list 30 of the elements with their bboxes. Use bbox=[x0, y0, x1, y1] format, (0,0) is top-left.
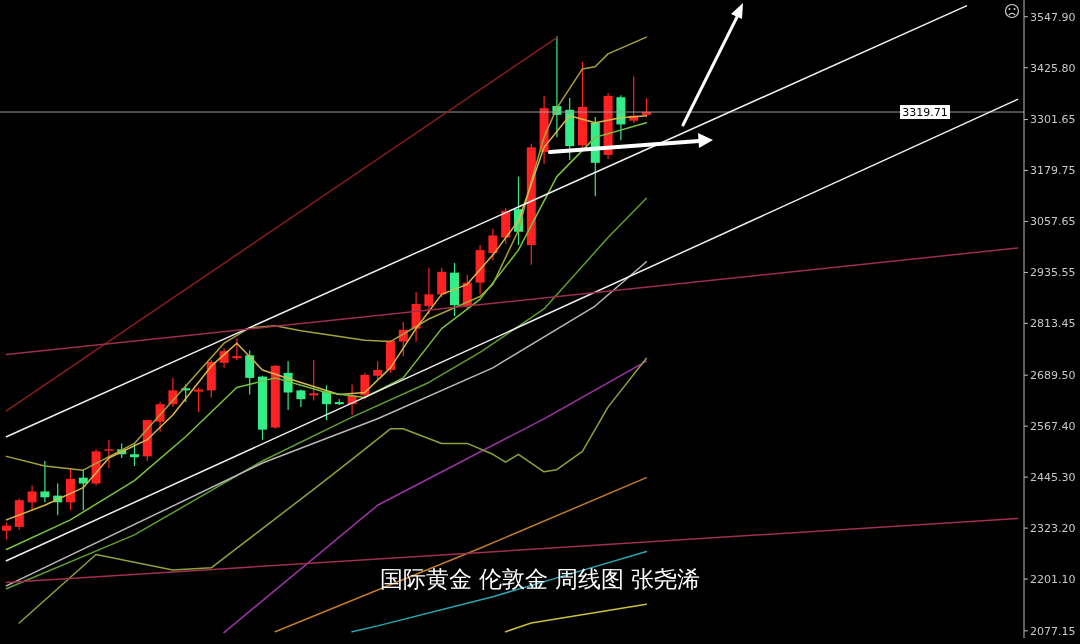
candlestick bbox=[194, 386, 203, 413]
y-tick-label: 3425.80 bbox=[1030, 61, 1076, 75]
y-tick-label: 2077.15 bbox=[1030, 624, 1076, 638]
candlestick bbox=[309, 359, 319, 402]
candlestick bbox=[40, 460, 50, 503]
y-tick-label: 3057.65 bbox=[1030, 215, 1076, 229]
candlestick bbox=[66, 467, 75, 511]
y-tick-label: 2689.50 bbox=[1030, 369, 1076, 383]
y-tick-label: 2445.30 bbox=[1030, 471, 1076, 485]
y-tick-label: 2323.20 bbox=[1030, 522, 1076, 536]
candlestick bbox=[27, 485, 37, 511]
candlestick bbox=[437, 267, 447, 298]
y-tick-label: 3301.65 bbox=[1030, 113, 1076, 127]
candlestick bbox=[232, 338, 242, 361]
candlestick bbox=[424, 267, 434, 315]
candlestick bbox=[130, 442, 139, 467]
candlestick bbox=[78, 468, 88, 511]
y-tick-label: 2567.40 bbox=[1030, 420, 1076, 434]
y-tick-label: 3179.75 bbox=[1030, 164, 1076, 178]
y-tick-label: 2201.10 bbox=[1030, 572, 1076, 586]
candlestick bbox=[245, 349, 255, 396]
ref-line-label: 3319.71 bbox=[902, 105, 948, 119]
line-series bbox=[5, 36, 648, 471]
y-tick-label: 2813.45 bbox=[1030, 317, 1076, 331]
candlestick bbox=[104, 439, 114, 469]
candlestick bbox=[488, 228, 498, 261]
y-tick-label: 3547.90 bbox=[1030, 10, 1076, 24]
candlestick bbox=[360, 372, 370, 400]
y-tick-label: 2935.55 bbox=[1030, 266, 1076, 280]
candlestick bbox=[373, 360, 383, 381]
